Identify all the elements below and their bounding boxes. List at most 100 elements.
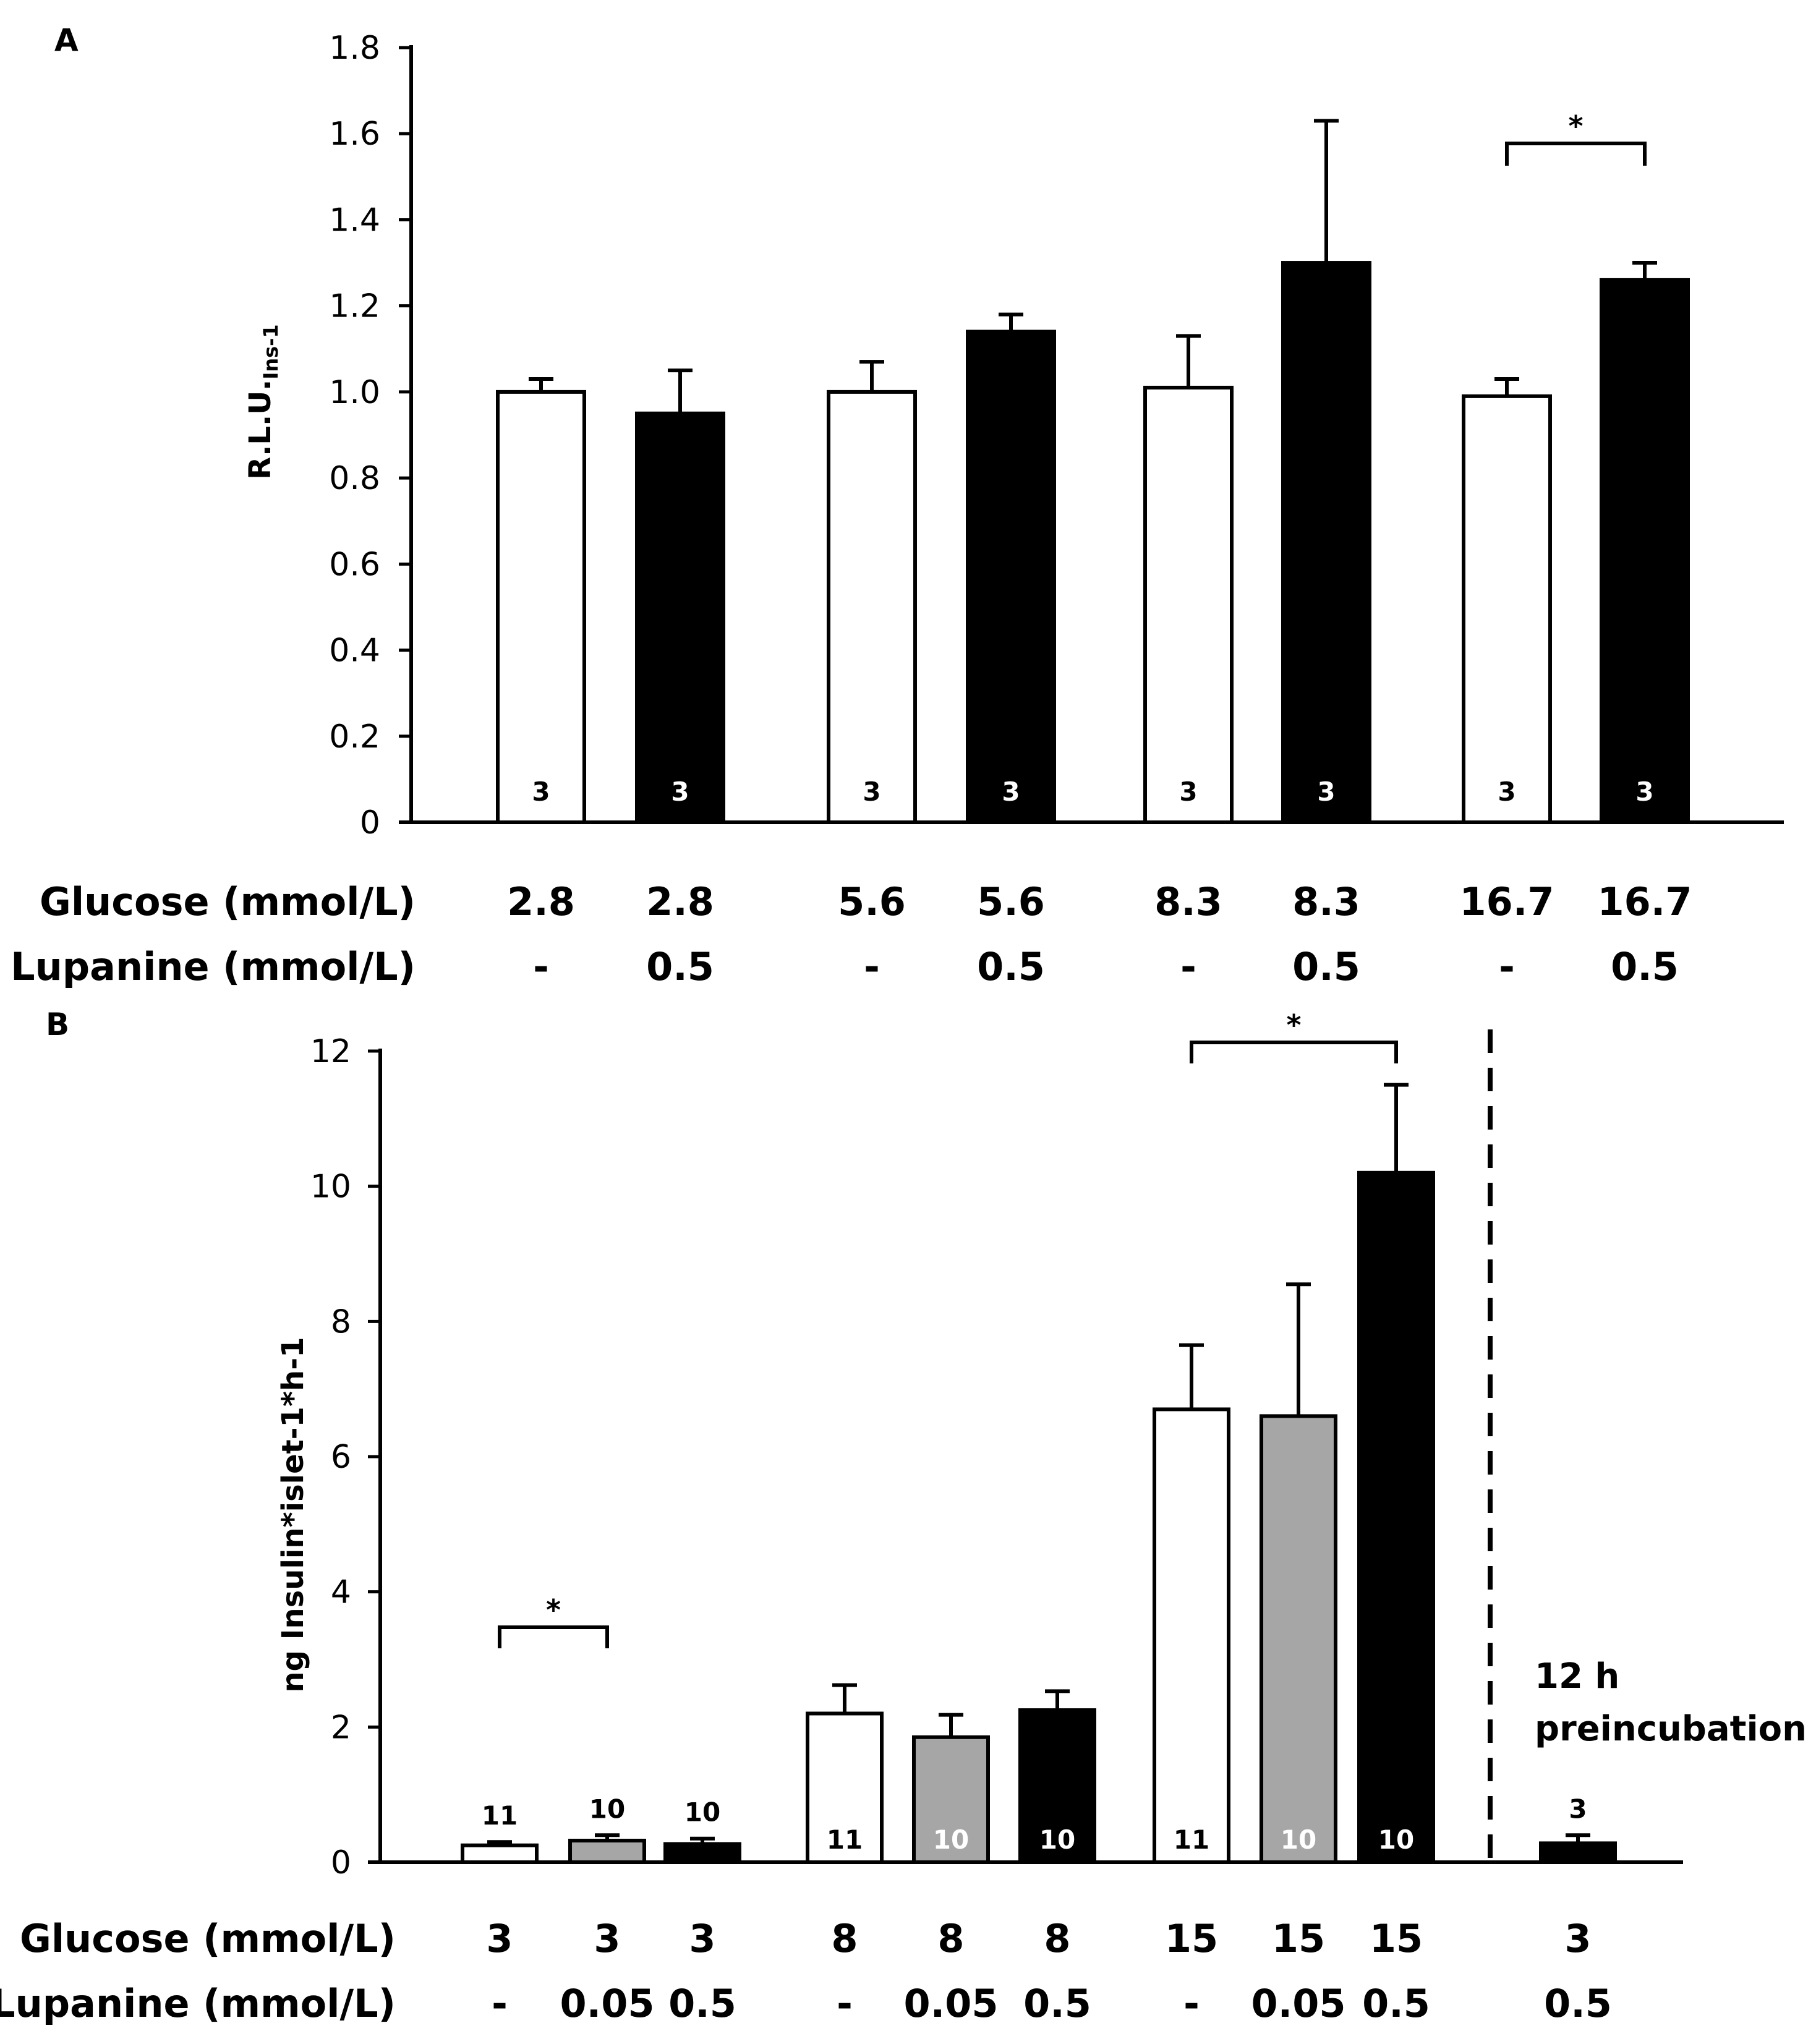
- panel-a-ylabel-sub: Ins-1: [259, 324, 283, 379]
- panel-b-ylabel: ng Insulin*islet-1*h-1: [276, 1337, 310, 1692]
- panel-a-n-label: 3: [1002, 777, 1020, 807]
- panel-a-lupanine-value: -: [1499, 944, 1515, 989]
- panel-a-y-tick-label: 1.2: [329, 288, 380, 325]
- panel-a-bar: [1281, 261, 1371, 824]
- panel-b-bar: [1539, 1841, 1617, 1865]
- panel-b-glucose-value: 8: [937, 1916, 964, 1961]
- panel-a-glucose-value: 16.7: [1460, 879, 1554, 924]
- panel-b-lupanine-value: 0.5: [1544, 1981, 1612, 2026]
- panel-a-lupanine-value: 0.5: [1292, 944, 1360, 989]
- panel-b-n-label: 3: [1569, 1794, 1587, 1824]
- panel-b-n-label: 10: [684, 1797, 720, 1828]
- panel-a-bar: [1143, 385, 1234, 824]
- panel-b-lupanine-label: Lupanine (mmol/L): [0, 1981, 396, 2026]
- panel-a-y-tick-label: 1.8: [329, 30, 380, 67]
- panel-a-glucose-value: 2.8: [646, 879, 714, 924]
- panel-b-glucose-value: 3: [1564, 1916, 1591, 1961]
- panel-a-bar: [635, 411, 725, 824]
- panel-a-n-label: 3: [863, 777, 880, 807]
- panel-b-bar: [461, 1843, 539, 1865]
- panel-a-n-label: 3: [671, 777, 689, 807]
- panel-b-y-tick-label: 8: [331, 1303, 351, 1340]
- panel-a-y-tick-label: 1.0: [329, 374, 380, 411]
- panel-b-n-label: 11: [827, 1825, 863, 1855]
- panel-b-significance-star: *: [546, 1593, 561, 1627]
- panel-a-n-label: 3: [1635, 777, 1653, 807]
- panel-b-significance-bracket: [1190, 1041, 1398, 1063]
- panel-b-lupanine-value: -: [1183, 1981, 1200, 2026]
- panel-b-lupanine-value: -: [837, 1981, 853, 2026]
- panel-b-n-label: 10: [1378, 1825, 1414, 1855]
- panel-a-glucose-value: 5.6: [838, 879, 906, 924]
- panel-a-glucose-label: Glucose (mmol/L): [40, 879, 416, 924]
- panel-a-glucose-value: 5.6: [977, 879, 1045, 924]
- panel-a-n-label: 3: [1317, 777, 1335, 807]
- panel-a-lupanine-value: 0.5: [646, 944, 714, 989]
- panel-a-glucose-value: 8.3: [1154, 879, 1222, 924]
- panel-b-bar: [1018, 1708, 1096, 1864]
- panel-a-n-label: 3: [1498, 777, 1515, 807]
- panel-a-bar: [496, 390, 586, 824]
- panel-b-lupanine-value: 0.5: [668, 1981, 736, 2026]
- panel-a-y-tick-label: 0.2: [329, 718, 380, 756]
- panel-b-glucose-value: 15: [1165, 1916, 1218, 1961]
- panel-b-n-label: 10: [589, 1794, 625, 1824]
- panel-a-plot: 0 0.2 0.4 0.6 0.8 1.0 1.2 1.4 1.6 1.8 3 2.8 - 3 2.8 0.5…: [329, 30, 1784, 989]
- panel-b-glucose-value: 8: [831, 1916, 858, 1961]
- panel-a-bar: [1462, 394, 1552, 824]
- panel-b-n-label: 10: [933, 1825, 969, 1855]
- panel-b-bar: [806, 1711, 884, 1864]
- panel-b-y-tick-label: 10: [310, 1169, 351, 1206]
- panel-b-y-tick-label: 0: [331, 1844, 351, 1881]
- panel-a-y-tick-label: 1.4: [329, 202, 380, 239]
- panel-a-bar: [1600, 278, 1690, 824]
- panel-a-ylabel-main: R.L.U.: [243, 380, 278, 480]
- panel-a-lupanine-value: -: [1180, 944, 1196, 989]
- panel-b-annotation-line2: preincubation: [1535, 1709, 1807, 1749]
- panel-a-ylabel: R.L.U.Ins-1: [243, 324, 283, 479]
- panel-b-lupanine-value: 0.05: [904, 1981, 999, 2026]
- panel-b-glucose-value: 15: [1370, 1916, 1423, 1961]
- panel-b-n-label: 10: [1281, 1825, 1316, 1855]
- panel-a-lupanine-label: Lupanine (mmol/L): [11, 944, 416, 989]
- panel-b-y-tick-label: 2: [331, 1709, 351, 1746]
- panel-b-y-tick-label: 6: [331, 1439, 351, 1476]
- panel-a-lupanine-value: -: [533, 944, 549, 989]
- panel-b-glucose-value: 8: [1044, 1916, 1070, 1961]
- svg-text:R.L.U.Ins-1: R.L.U.Ins-1: [243, 324, 283, 479]
- panel-a-y-tick-label: 0: [360, 804, 380, 841]
- panel-b-n-label: 10: [1039, 1825, 1075, 1855]
- panel-a-significance-star: *: [1568, 109, 1583, 143]
- panel-b-glucose-value: 3: [486, 1916, 513, 1961]
- panel-b-significance-bracket: [498, 1625, 609, 1648]
- panel-b-glucose-label: Glucose (mmol/L): [20, 1916, 396, 1961]
- panel-b-lupanine-value: 0.5: [1023, 1981, 1091, 2026]
- panel-a-lupanine-value: -: [864, 944, 880, 989]
- panel-a-glucose-value: 8.3: [1292, 879, 1360, 924]
- panel-b-glucose-value: 3: [594, 1916, 620, 1961]
- panel-b-lupanine-value: -: [492, 1981, 508, 2026]
- panel-b-y-tick-label: 12: [310, 1033, 351, 1070]
- panel-b-n-label: 11: [482, 1800, 518, 1831]
- panel-a-n-label: 3: [1179, 777, 1197, 807]
- panel-b-lupanine-value: 0.05: [560, 1981, 655, 2026]
- panel-b-bar: [1153, 1407, 1230, 1864]
- panel-a-glucose-value: 16.7: [1598, 879, 1692, 924]
- panel-a-lupanine-value: 0.5: [977, 944, 1045, 989]
- panel-b-bar: [663, 1842, 741, 1864]
- panel-a-lupanine-value: 0.5: [1611, 944, 1679, 989]
- panel-b-annotation-line1: 12 h: [1535, 1656, 1619, 1697]
- panel-a-y-tick-label: 1.6: [329, 116, 380, 153]
- panel-b-glucose-value: 3: [689, 1916, 715, 1961]
- panel-b-significance-star: *: [1286, 1008, 1301, 1042]
- panel-b-lupanine-value: 0.5: [1362, 1981, 1430, 2026]
- panel-b-bar: [912, 1735, 990, 1865]
- panel-a-bar: [827, 390, 917, 824]
- panel-b-lupanine-value: 0.05: [1251, 1981, 1346, 2026]
- panel-b-n-label: 11: [1174, 1825, 1209, 1855]
- panel-b-bar: [568, 1839, 646, 1865]
- panel-b-bar: [1260, 1414, 1337, 1864]
- panel-b-y-tick-label: 4: [331, 1574, 351, 1611]
- panel-b-glucose-value: 15: [1272, 1916, 1325, 1961]
